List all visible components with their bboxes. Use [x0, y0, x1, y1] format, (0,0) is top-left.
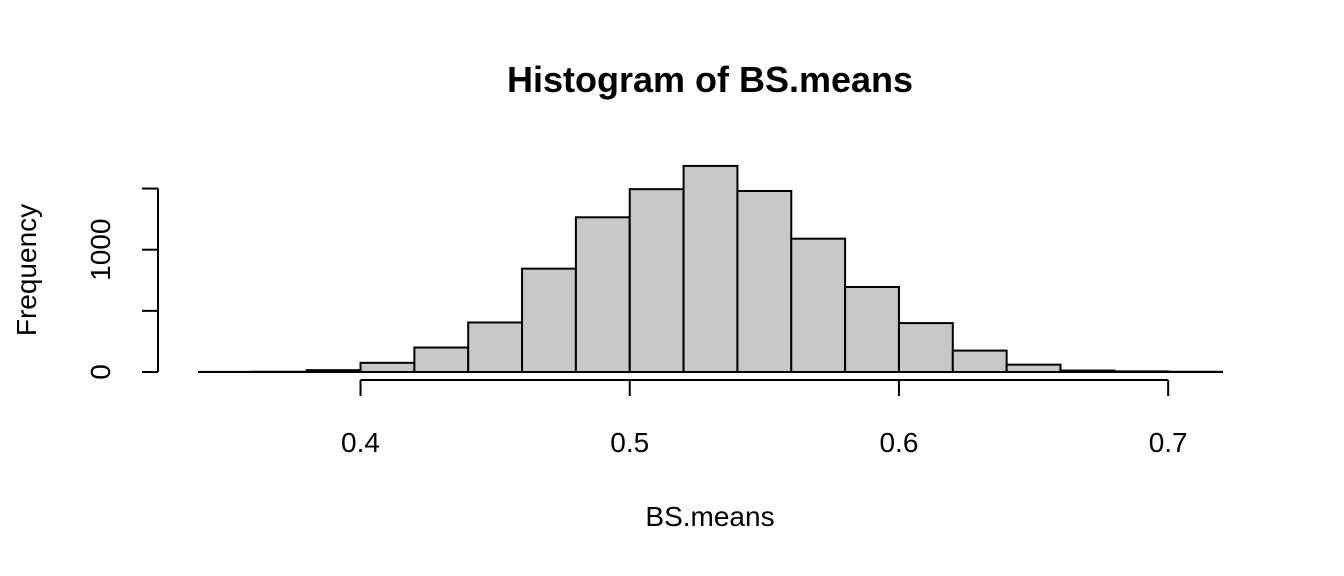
- histogram-bar: [790, 237, 847, 373]
- y-axis-label: Frequency: [11, 204, 42, 336]
- histogram-bar: [951, 349, 1008, 374]
- histogram-bar: [1005, 363, 1062, 374]
- x-axis: 0.4 0.5 0.6 0.7: [341, 379, 1188, 458]
- x-tick-label: 0.5: [610, 427, 649, 458]
- chart-title: Histogram of BS.means: [507, 59, 913, 100]
- histogram-bar: [359, 361, 416, 373]
- histogram-bar: [844, 286, 900, 373]
- histogram-bar: [628, 188, 685, 373]
- histogram-bar: [897, 322, 954, 373]
- histogram-bar: [682, 164, 739, 373]
- histogram-bar: [736, 190, 793, 373]
- x-tick-label: 0.6: [879, 427, 918, 458]
- y-tick-label: 1000: [85, 219, 116, 281]
- x-tick-label: 0.4: [341, 427, 380, 458]
- bars-group: [198, 164, 1224, 374]
- x-tick-label: 0.7: [1149, 427, 1188, 458]
- histogram-bar: [413, 346, 470, 374]
- histogram-bar: [574, 216, 631, 373]
- y-tick-label: 0: [85, 364, 116, 380]
- y-axis: 0 1000: [85, 187, 159, 380]
- x-axis-label: BS.means: [645, 501, 774, 532]
- histogram-bar: [467, 321, 524, 373]
- histogram-bar: [521, 267, 577, 373]
